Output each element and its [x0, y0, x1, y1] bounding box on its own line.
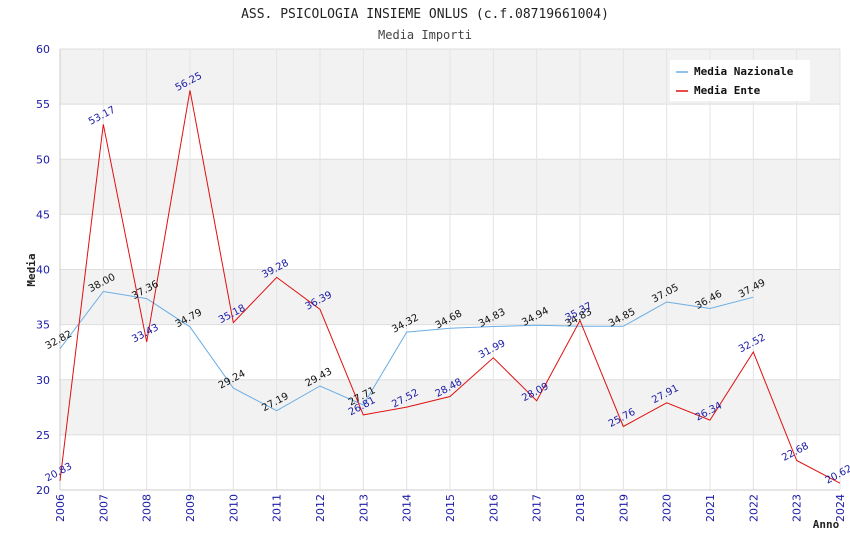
x-tick-label: 2021 — [704, 494, 717, 522]
x-axis-label: Anno — [813, 518, 840, 531]
y-tick-label: 20 — [36, 484, 50, 497]
y-axis-label: Media — [25, 253, 38, 286]
x-tick-label: 2022 — [747, 494, 760, 522]
x-tick-label: 2015 — [444, 494, 457, 522]
legend-label-media-nazionale: Media Nazionale — [694, 65, 794, 78]
x-tick-label: 2010 — [227, 494, 240, 522]
x-tick-label: 2008 — [141, 494, 154, 522]
y-tick-label: 45 — [36, 208, 50, 221]
series-line-media-ente — [59, 90, 841, 484]
series-line-media-nazionale — [59, 290, 754, 412]
x-tick-labels: 2006 2007 2008 2009 2010 2011 2012 2013 2014 2015… — [54, 494, 847, 522]
y-tick-labels: 20 25 30 35 40 45 50 55 60 — [36, 43, 50, 497]
x-tick-label: 2009 — [184, 494, 197, 522]
x-tick-label: 2019 — [617, 494, 630, 522]
x-tick-label: 2007 — [97, 494, 110, 522]
y-tick-label: 40 — [36, 264, 50, 277]
chart-subtitle: Media Importi — [378, 28, 472, 42]
chart-title: ASS. PSICOLOGIA INSIEME ONLUS (c.f.08719… — [241, 7, 609, 22]
x-tick-label: 2016 — [487, 494, 500, 522]
x-tick-label: 2006 — [54, 494, 67, 522]
series-lines — [59, 90, 841, 484]
gridlines — [59, 48, 841, 491]
y-tick-label: 60 — [36, 43, 50, 56]
y-tick-label: 35 — [36, 319, 50, 332]
x-tick-label: 2014 — [401, 494, 414, 522]
x-tick-label: 2023 — [791, 494, 804, 522]
x-tick-label: 2024 — [834, 494, 847, 522]
x-tick-label: 2017 — [531, 494, 544, 522]
y-tick-label: 25 — [36, 429, 50, 442]
x-tick-label: 2018 — [574, 494, 587, 522]
legend-box — [670, 60, 810, 101]
y-tick-label: 50 — [36, 153, 50, 166]
legend-label-media-ente: Media Ente — [694, 84, 761, 97]
y-tick-label: 55 — [36, 98, 50, 111]
y-tick-label: 30 — [36, 374, 50, 387]
x-tick-label: 2020 — [661, 494, 674, 522]
x-tick-label: 2011 — [271, 494, 284, 522]
legend: Media Nazionale Media Ente — [670, 60, 810, 101]
x-tick-label: 2013 — [357, 494, 370, 522]
x-tick-label: 2012 — [314, 494, 327, 522]
